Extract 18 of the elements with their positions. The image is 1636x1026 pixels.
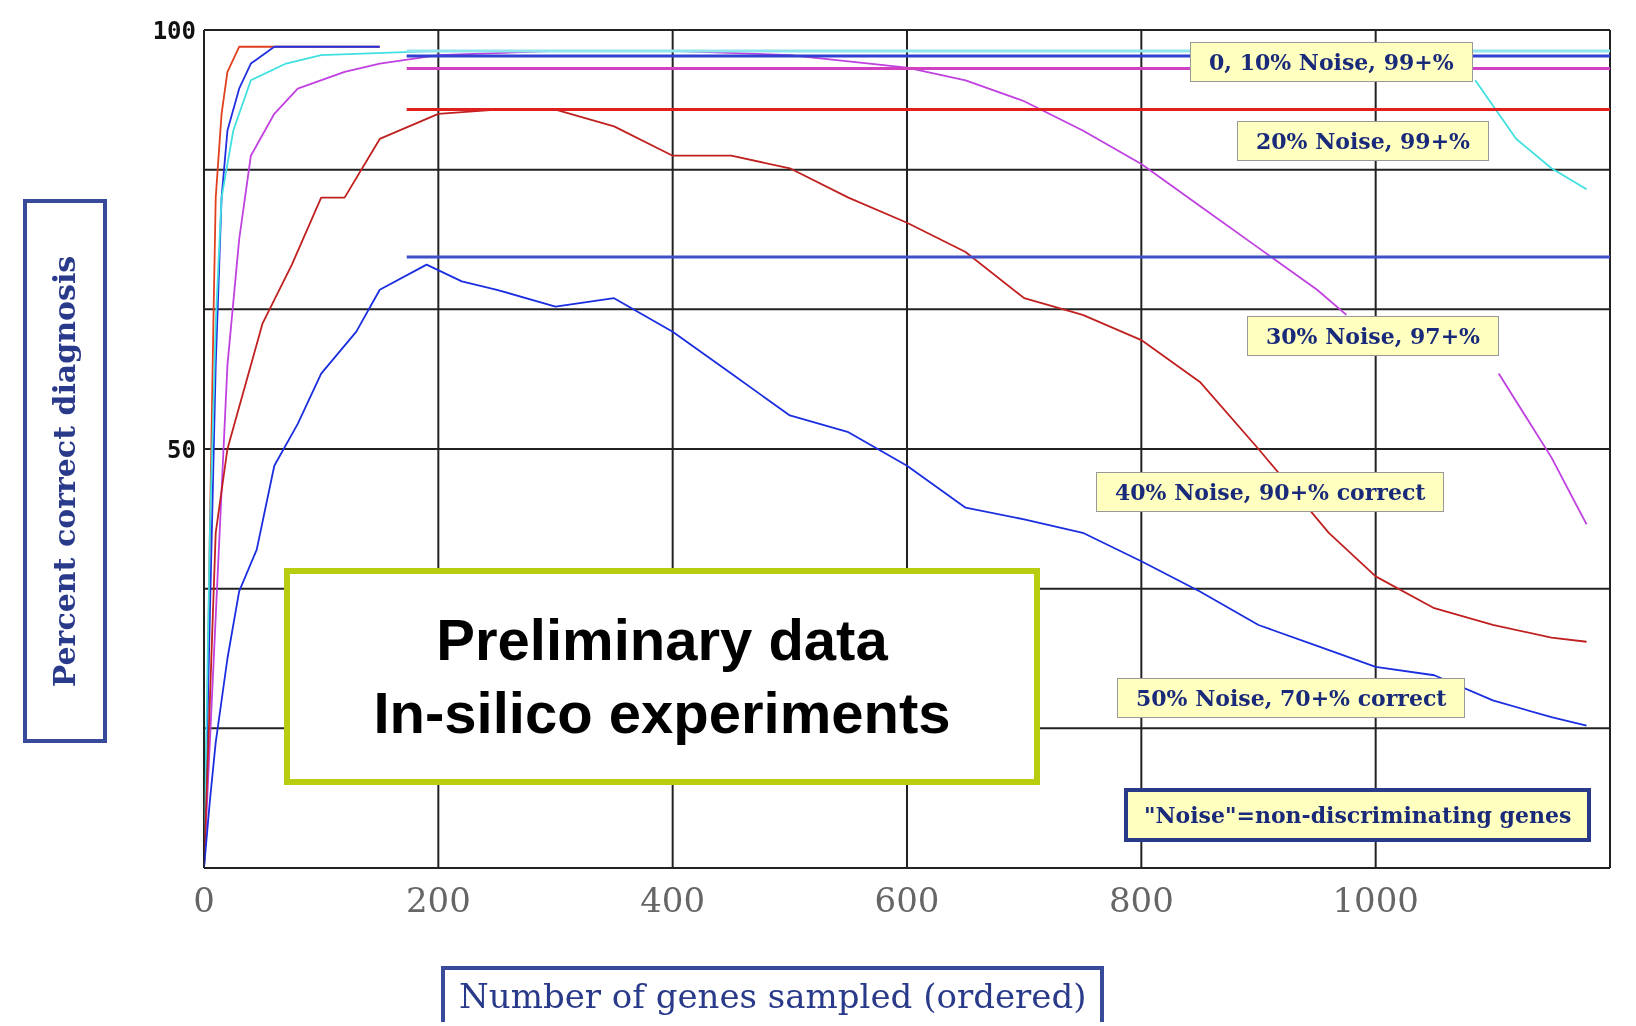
y-tick-label: 100	[152, 16, 196, 45]
y-axis-title: Percent correct diagnosis	[47, 255, 83, 687]
x-tick-label: 800	[1108, 880, 1174, 921]
annotation: 50% Noise, 70+% correct	[1117, 678, 1466, 718]
annotation: 0, 10% Noise, 99+%	[1190, 42, 1473, 82]
y-tick-label: 50	[167, 435, 196, 464]
annotation: 40% Noise, 90+% correct	[1096, 472, 1445, 512]
x-tick-label: 0	[193, 880, 215, 921]
annotation: 30% Noise, 97+%	[1247, 316, 1499, 356]
annotation: In-silico experiments	[373, 678, 951, 747]
x-tick-label: 600	[874, 880, 940, 921]
x-tick-label: 400	[640, 880, 706, 921]
annotation: "Noise"=non-discriminating genes	[1124, 788, 1592, 842]
annotation: Preliminary data	[436, 606, 888, 674]
annotation: 20% Noise, 99+%	[1237, 121, 1489, 161]
x-tick-label: 1000	[1332, 880, 1419, 921]
x-tick-label: 200	[405, 880, 471, 921]
x-axis-title: Number of genes sampled (ordered)	[441, 966, 1105, 1022]
